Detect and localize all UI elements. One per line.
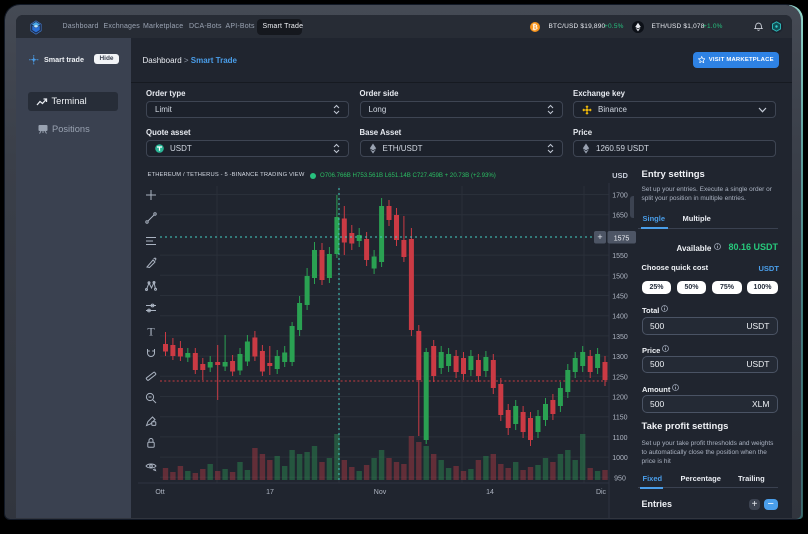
svg-text:1000: 1000 bbox=[612, 455, 628, 462]
svg-text:1150: 1150 bbox=[612, 415, 627, 422]
svg-text:17: 17 bbox=[266, 489, 274, 496]
svg-text:1300: 1300 bbox=[612, 354, 628, 361]
svg-text:1575: 1575 bbox=[614, 236, 630, 243]
svg-text:USD: USD bbox=[612, 171, 628, 180]
svg-text:950: 950 bbox=[614, 475, 626, 482]
svg-text:1200: 1200 bbox=[612, 395, 628, 402]
svg-text:1550: 1550 bbox=[612, 253, 628, 260]
svg-text:1350: 1350 bbox=[612, 334, 628, 341]
svg-text:1500: 1500 bbox=[612, 273, 628, 280]
svg-text:1700: 1700 bbox=[612, 193, 628, 200]
svg-text:1100: 1100 bbox=[612, 435, 627, 442]
svg-text:Dic: Dic bbox=[596, 489, 607, 496]
svg-text:+: + bbox=[597, 232, 602, 242]
svg-text:T: T bbox=[147, 325, 155, 337]
svg-text:₿: ₿ bbox=[532, 23, 538, 31]
svg-text:Ott: Ott bbox=[155, 489, 164, 496]
svg-text:1400: 1400 bbox=[612, 314, 628, 321]
svg-text:14: 14 bbox=[486, 489, 494, 496]
svg-text:1250: 1250 bbox=[612, 374, 628, 381]
svg-text:Nov: Nov bbox=[374, 489, 387, 496]
svg-text:1650: 1650 bbox=[612, 213, 628, 220]
svg-text:1450: 1450 bbox=[612, 294, 628, 301]
